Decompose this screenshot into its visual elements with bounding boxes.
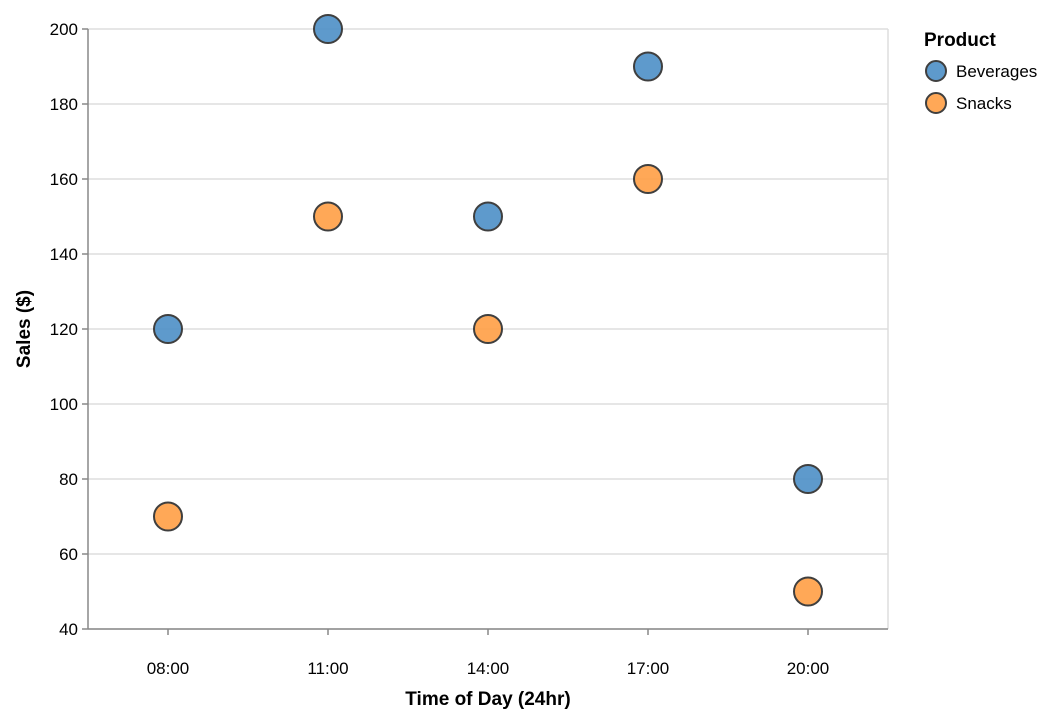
y-tick-label: 160 [50, 170, 78, 189]
y-tick-label: 140 [50, 245, 78, 264]
data-point-beverages[interactable] [793, 464, 823, 494]
y-tick-label: 40 [59, 620, 78, 639]
y-tick-label: 180 [50, 95, 78, 114]
data-point-beverages[interactable] [633, 51, 663, 82]
x-axis-title: Time of Day (24hr) [405, 689, 570, 710]
x-tick-label: 17:00 [627, 659, 670, 678]
y-tick-label: 120 [50, 320, 78, 339]
legend-label: Beverages [956, 62, 1037, 81]
data-point-snacks[interactable] [633, 164, 663, 194]
data-point-beverages[interactable] [313, 14, 343, 44]
legend-title: Product [924, 30, 996, 51]
data-points [153, 14, 823, 607]
legend-label: Snacks [956, 94, 1012, 113]
legend: Product Beverages Snacks [924, 30, 1037, 114]
x-tick-label: 08:00 [147, 659, 190, 678]
x-tick-label: 14:00 [467, 659, 510, 678]
data-point-snacks[interactable] [473, 314, 503, 344]
y-tick-label: 60 [59, 545, 78, 564]
y-tick-label: 80 [59, 470, 78, 489]
axes: 40 60 80 100 120 140 160 180 200 08:00 11:00 14:00 1… [50, 20, 888, 678]
legend-items: Beverages Snacks [925, 60, 1037, 114]
data-point-beverages[interactable] [153, 314, 183, 344]
data-point-snacks[interactable] [153, 501, 183, 532]
data-point-snacks[interactable] [793, 576, 823, 607]
y-tick-label: 200 [50, 20, 78, 39]
data-point-beverages[interactable] [473, 201, 503, 232]
legend-swatch-beverages [925, 60, 947, 82]
x-tick-label: 11:00 [307, 659, 348, 678]
data-point-snacks[interactable] [313, 201, 343, 232]
legend-swatch-snacks [925, 92, 947, 114]
y-axis-title: Sales ($) [14, 290, 35, 368]
x-tick-label: 20:00 [787, 659, 830, 678]
y-tick-label: 100 [50, 395, 78, 414]
